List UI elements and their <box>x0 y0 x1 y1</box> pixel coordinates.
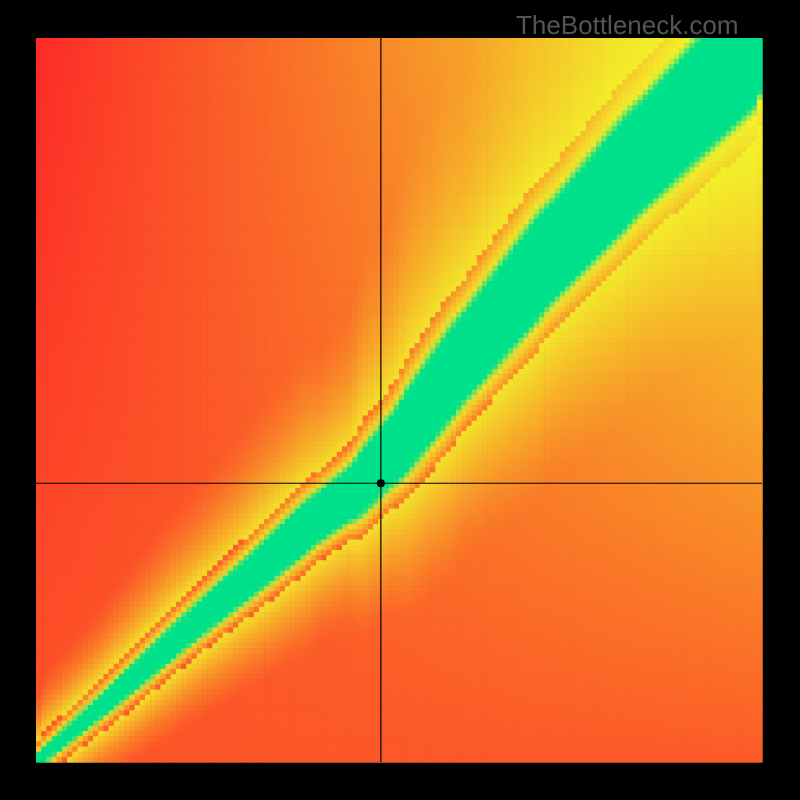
watermark-text: TheBottleneck.com <box>516 10 739 41</box>
bottleneck-heatmap <box>0 0 800 800</box>
chart-stage: TheBottleneck.com <box>0 0 800 800</box>
